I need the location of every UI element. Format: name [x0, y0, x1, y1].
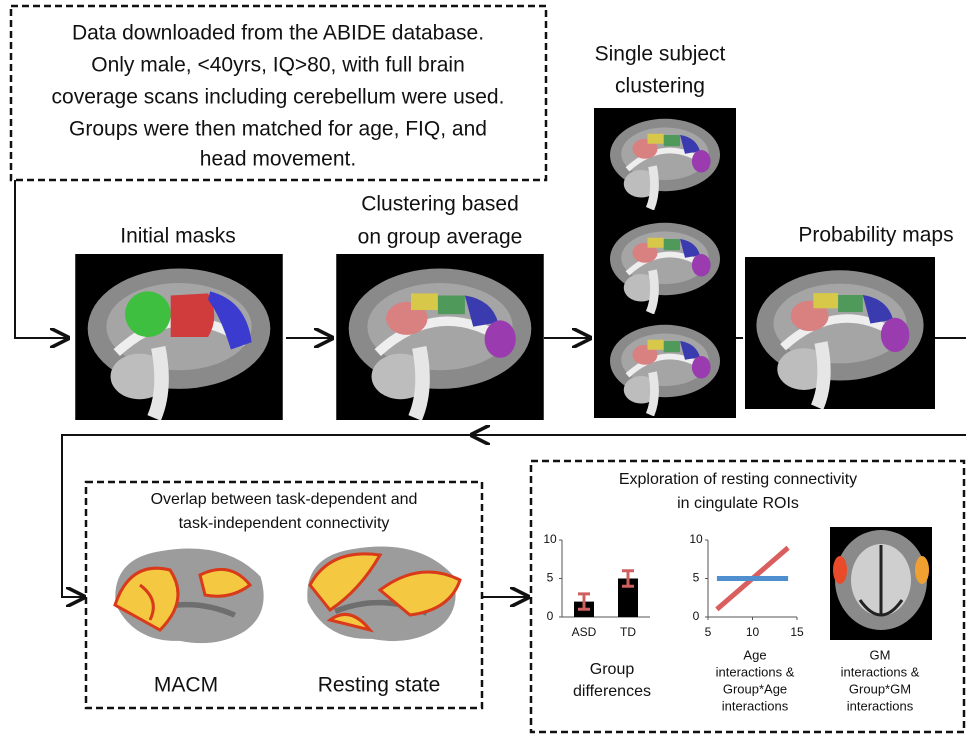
x-tick-label: ASD: [572, 625, 597, 639]
chart-caption: interactions: [722, 698, 789, 713]
gm-caption: interactions &: [841, 664, 920, 679]
arrow: [61, 434, 472, 597]
x-tick-label: 5: [705, 625, 712, 639]
y-tick-label: 5: [693, 571, 700, 585]
chart-caption: Age: [743, 647, 766, 662]
brain-image: [745, 257, 935, 409]
exploration-title: Exploration of resting connectivity: [619, 471, 857, 488]
y-tick-label: 0: [693, 609, 700, 623]
error-bar: [578, 592, 590, 611]
header-text: coverage scans including cerebellum were…: [52, 86, 505, 109]
y-tick-label: 5: [547, 571, 554, 585]
gm-caption: interactions: [847, 698, 914, 713]
overlap-title: Overlap between task-dependent and: [151, 491, 418, 508]
y-tick-label: 10: [689, 532, 703, 546]
gm-image: [830, 527, 932, 640]
chart-caption: differences: [573, 683, 651, 700]
header-text: head movement.: [200, 148, 356, 171]
header-text: Data downloaded from the ABIDE database.: [72, 22, 484, 45]
overlap-title: task-independent connectivity: [179, 515, 390, 532]
step-label: Single subject: [595, 43, 726, 66]
cortex-image: [115, 546, 462, 643]
cortex-label: MACM: [154, 674, 218, 697]
x-tick-label: TD: [620, 625, 636, 639]
header-text: Only male, <40yrs, IQ>80, with full brai…: [91, 54, 465, 77]
step-label: Initial masks: [120, 225, 236, 248]
brain-image: [594, 108, 736, 418]
brain-image: [75, 254, 283, 420]
gm-caption: Group*GM: [849, 681, 911, 696]
chart-caption: interactions &: [716, 664, 795, 679]
x-tick-label: 15: [790, 625, 804, 639]
step-label: Probability maps: [798, 224, 953, 247]
y-tick-label: 0: [547, 609, 554, 623]
header-text: Groups were then matched for age, FIQ, a…: [69, 118, 487, 141]
error-bar: [622, 569, 634, 588]
x-tick-label: 10: [746, 625, 760, 639]
header-box: [9, 4, 548, 182]
bar: [618, 578, 638, 617]
arrow: [14, 180, 68, 338]
step-label: on group average: [358, 226, 523, 249]
exploration-title: in cingulate ROIs: [677, 495, 799, 512]
bar-chart: 0 5 10 ASD TD: [543, 532, 650, 639]
cortex-label: Resting state: [318, 674, 441, 697]
chart-caption: Group: [590, 661, 635, 678]
brain-image: [336, 254, 544, 420]
chart-caption: Group*Age: [723, 681, 787, 696]
step-label: Clustering based: [361, 193, 519, 216]
gm-caption: GM: [870, 647, 891, 662]
y-tick-label: 10: [543, 532, 557, 546]
step-label: clustering: [615, 75, 705, 98]
